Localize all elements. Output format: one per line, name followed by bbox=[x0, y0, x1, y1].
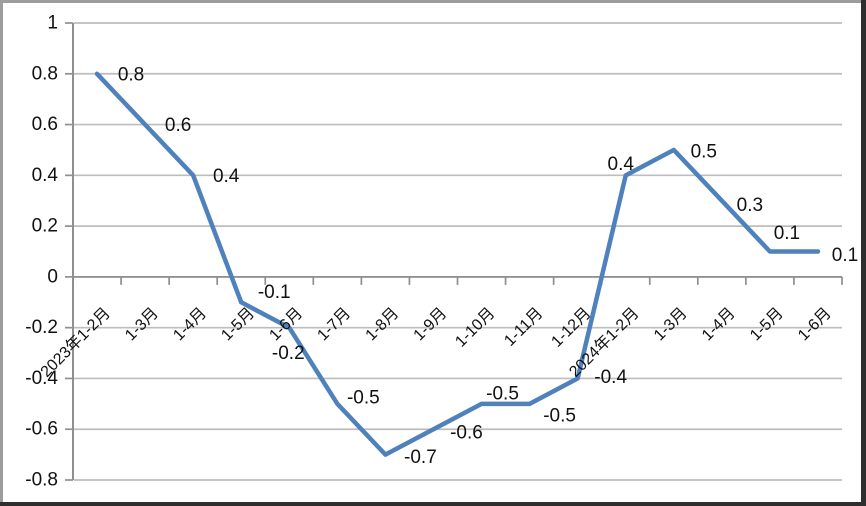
data-label: 0.4 bbox=[608, 154, 635, 175]
data-label: -0.5 bbox=[347, 387, 380, 408]
data-label: 0.5 bbox=[691, 141, 717, 162]
border-top bbox=[0, 0, 866, 3]
data-label: 0.8 bbox=[118, 64, 144, 85]
data-label: -0.1 bbox=[258, 282, 291, 303]
y-tick-label: 0.2 bbox=[32, 216, 58, 237]
axis-ticks bbox=[65, 22, 843, 481]
data-label: 0.4 bbox=[213, 166, 240, 187]
y-tick-label: -0.2 bbox=[25, 317, 58, 338]
data-label: -0.5 bbox=[486, 383, 519, 404]
data-label: 0.6 bbox=[165, 115, 191, 136]
border-right bbox=[861, 0, 866, 506]
y-tick-label: 0.8 bbox=[32, 63, 58, 84]
data-label: 0.1 bbox=[832, 245, 858, 266]
data-label: -0.4 bbox=[594, 367, 627, 388]
y-tick-label: 1 bbox=[47, 13, 58, 34]
y-tick-label: -0.8 bbox=[25, 470, 58, 491]
border-bottom bbox=[0, 502, 866, 506]
y-tick-label: 0.6 bbox=[32, 114, 58, 135]
series-polyline bbox=[94, 71, 821, 457]
data-label: -0.5 bbox=[543, 405, 576, 426]
y-tick-label: 0.4 bbox=[32, 165, 59, 186]
y-tick-label: 0 bbox=[47, 266, 58, 287]
data-label: 0.1 bbox=[774, 223, 800, 244]
series-line bbox=[94, 71, 821, 457]
data-label: -0.7 bbox=[404, 447, 437, 468]
y-axis-labels: 1 0.8 0.6 0.4 0.2 0 -0.2 -0.4 -0.6 -0.8 bbox=[25, 13, 58, 491]
data-labels: 0.80.60.4-0.1-0.2-0.5-0.7-0.6-0.5-0.5-0.… bbox=[118, 64, 858, 468]
data-label: -0.2 bbox=[272, 343, 305, 364]
data-label: 0.3 bbox=[737, 195, 763, 216]
data-label: -0.6 bbox=[450, 423, 483, 444]
border-left bbox=[0, 0, 3, 506]
y-tick-label: -0.6 bbox=[25, 419, 58, 440]
y-tick-label: -0.4 bbox=[25, 368, 58, 389]
